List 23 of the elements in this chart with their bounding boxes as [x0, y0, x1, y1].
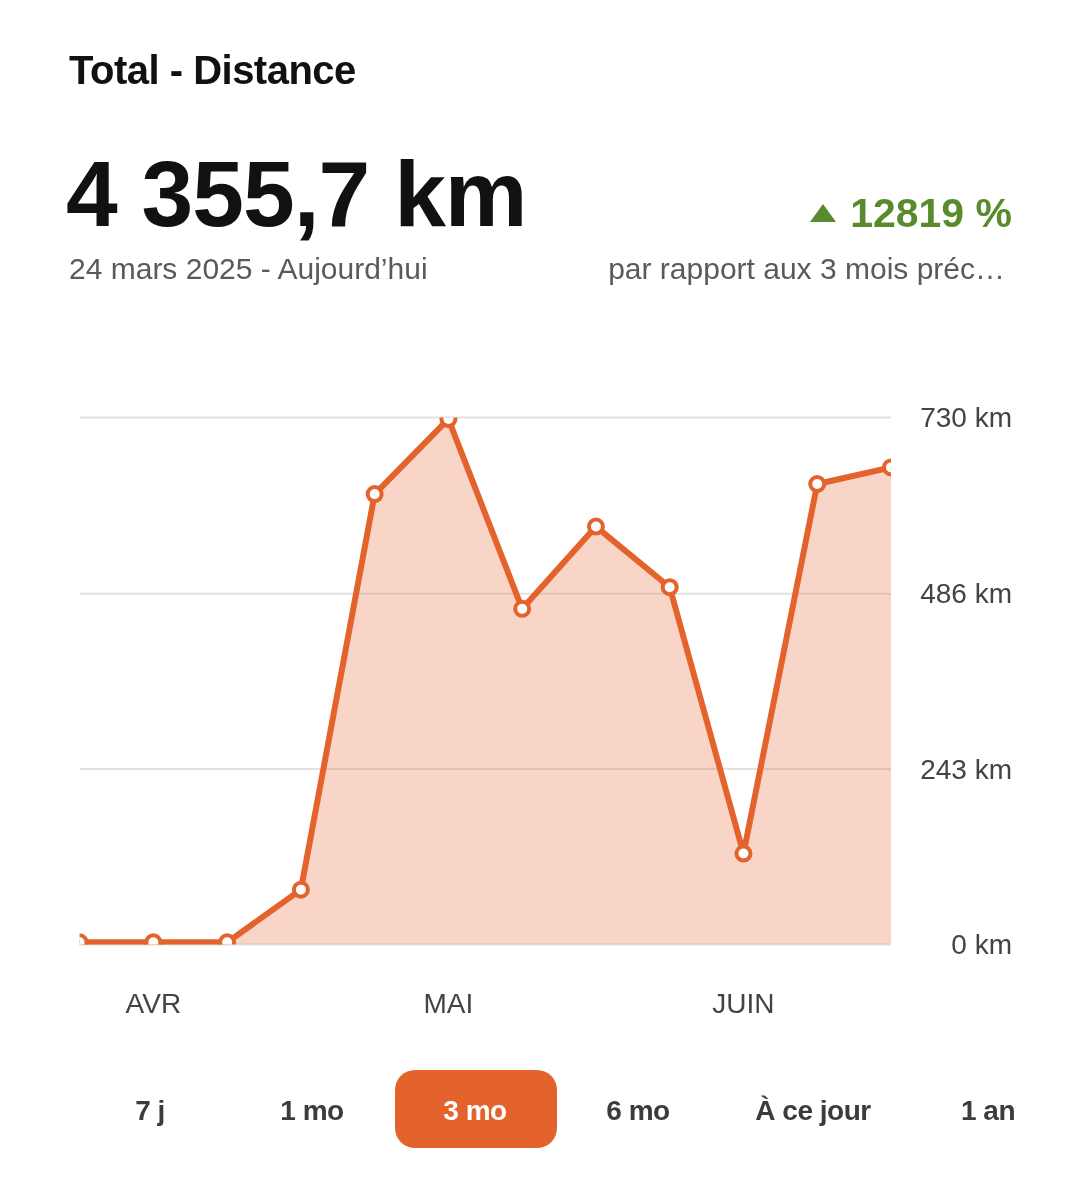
text: 4 355,7 km — [66, 142, 527, 246]
point — [586, 517, 605, 536]
y-tick-label: 486 km — [920, 578, 1012, 610]
text: 1 an — [960, 1094, 1016, 1128]
chart-subtitle: 24 mars 2025 - Aujourd’hui — [69, 251, 428, 287]
x-tick-label: MAI — [423, 987, 474, 1019]
y-tick-label: 730 km — [920, 402, 1012, 434]
x-tick-label: AVR — [125, 987, 182, 1019]
text: par rapport aux 3 mois préc… — [608, 251, 1005, 287]
text: À ce jour — [755, 1094, 871, 1128]
point — [513, 599, 532, 618]
chart-title: Total - Distance — [69, 47, 356, 93]
text: 6 mo — [606, 1094, 670, 1128]
text: 12819 % — [850, 189, 1012, 237]
y-tick-label: 243 km — [920, 753, 1012, 785]
text: 3 mo — [443, 1094, 507, 1128]
text: 1 mo — [280, 1094, 344, 1128]
text: 7 j — [135, 1094, 165, 1128]
point — [365, 485, 384, 504]
y-tick-label: 0 km — [951, 929, 1012, 960]
point — [808, 475, 827, 493]
x-tick-label: JUIN — [712, 987, 775, 1019]
point — [660, 578, 679, 597]
